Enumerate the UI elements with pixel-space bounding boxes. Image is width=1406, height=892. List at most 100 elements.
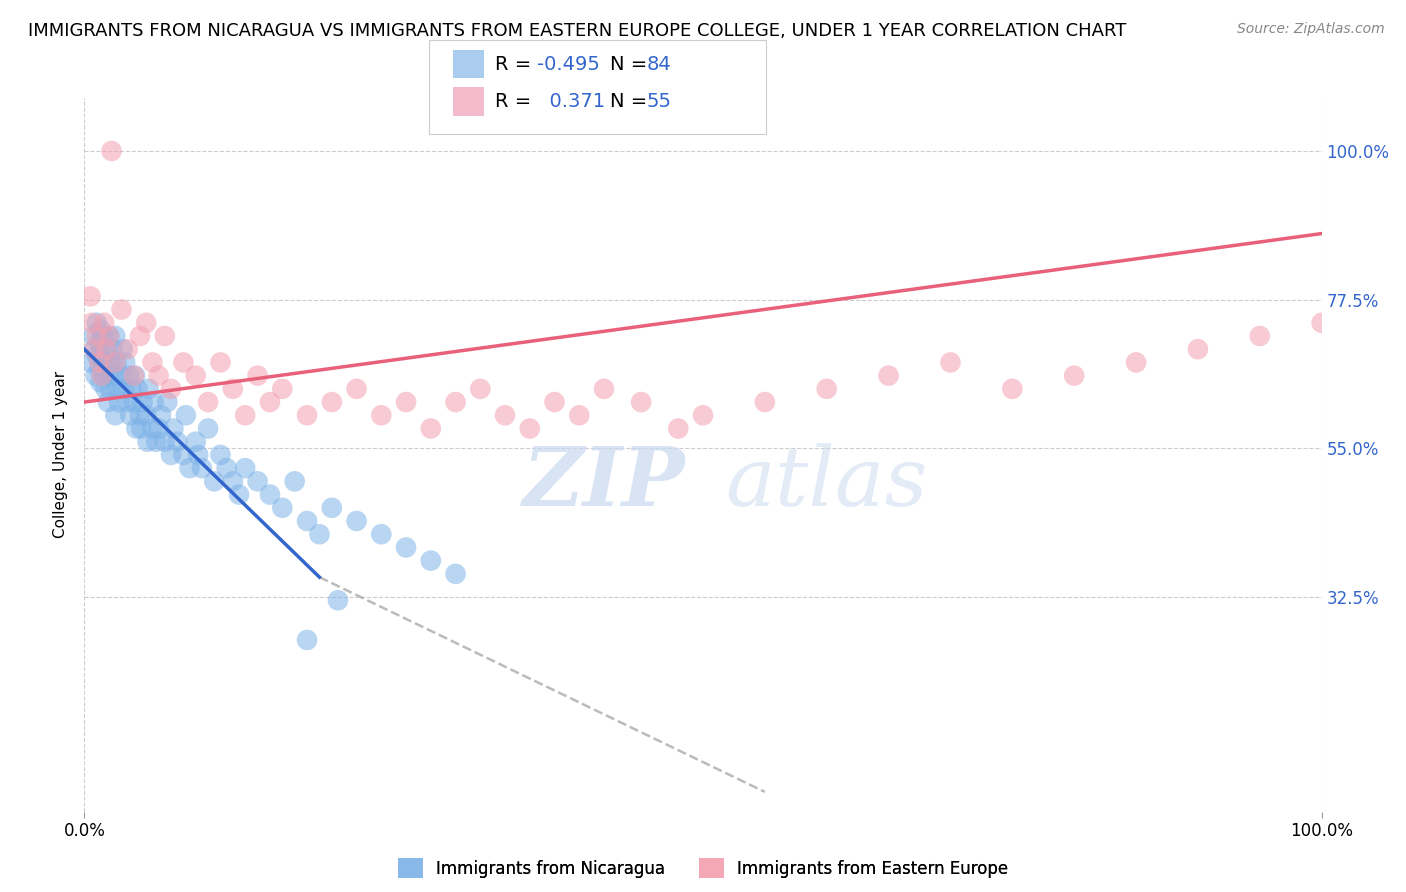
Point xyxy=(222,382,245,396)
Point xyxy=(153,329,176,343)
Point xyxy=(150,409,173,423)
Point xyxy=(692,409,714,423)
Point xyxy=(98,382,121,396)
Point xyxy=(100,355,122,369)
Point xyxy=(117,342,139,356)
Point xyxy=(114,355,136,369)
Point xyxy=(86,329,108,343)
Point xyxy=(90,342,112,356)
Point xyxy=(89,376,111,390)
Point xyxy=(89,335,111,350)
Point xyxy=(543,395,565,409)
Y-axis label: College, Under 1 year: College, Under 1 year xyxy=(53,371,69,539)
Point xyxy=(233,409,256,423)
Point xyxy=(94,382,117,396)
Point xyxy=(120,409,142,423)
Point xyxy=(321,395,343,409)
Point xyxy=(172,355,194,369)
Point xyxy=(107,382,129,396)
Point xyxy=(83,342,105,356)
Point xyxy=(160,382,183,396)
Point xyxy=(568,409,591,423)
Point xyxy=(184,368,207,383)
Point xyxy=(209,448,232,462)
Point xyxy=(117,395,139,409)
Point xyxy=(104,355,127,369)
Point xyxy=(127,382,149,396)
Text: 0.371: 0.371 xyxy=(537,92,605,112)
Point xyxy=(118,368,141,383)
Point xyxy=(153,434,176,449)
Text: 84: 84 xyxy=(647,54,672,74)
Point xyxy=(97,395,120,409)
Point xyxy=(110,302,132,317)
Point xyxy=(86,349,108,363)
Point xyxy=(83,342,105,356)
Point xyxy=(108,395,131,409)
Point xyxy=(395,541,418,555)
Point xyxy=(271,382,294,396)
Point xyxy=(630,395,652,409)
Point xyxy=(89,362,111,376)
Point xyxy=(91,355,114,369)
Text: N =: N = xyxy=(610,54,654,74)
Point xyxy=(90,368,112,383)
Point xyxy=(815,382,838,396)
Point xyxy=(184,434,207,449)
Point xyxy=(98,368,121,383)
Point xyxy=(179,461,201,475)
Point xyxy=(111,342,134,356)
Point xyxy=(129,421,152,435)
Point xyxy=(1125,355,1147,369)
Point xyxy=(284,475,307,489)
Point xyxy=(93,316,115,330)
Point xyxy=(162,421,184,435)
Point xyxy=(80,316,103,330)
Point xyxy=(295,409,318,423)
Point xyxy=(233,461,256,475)
Point xyxy=(419,421,441,435)
Point xyxy=(125,421,148,435)
Legend: Immigrants from Nicaragua, Immigrants from Eastern Europe: Immigrants from Nicaragua, Immigrants fr… xyxy=(398,858,1008,879)
Point xyxy=(145,434,167,449)
Point xyxy=(215,461,238,475)
Point xyxy=(101,342,124,356)
Point xyxy=(395,395,418,409)
Point xyxy=(122,368,145,383)
Text: IMMIGRANTS FROM NICARAGUA VS IMMIGRANTS FROM EASTERN EUROPE COLLEGE, UNDER 1 YEA: IMMIGRANTS FROM NICARAGUA VS IMMIGRANTS … xyxy=(28,22,1126,40)
Point xyxy=(346,514,368,528)
Point xyxy=(370,409,392,423)
Point xyxy=(96,342,118,356)
Point xyxy=(246,368,269,383)
Point xyxy=(593,382,616,396)
Point xyxy=(1310,316,1333,330)
Point xyxy=(100,144,122,158)
Point xyxy=(259,395,281,409)
Point xyxy=(419,554,441,568)
Point xyxy=(136,434,159,449)
Point xyxy=(370,527,392,541)
Point xyxy=(79,289,101,303)
Point xyxy=(197,395,219,409)
Point xyxy=(326,593,349,607)
Point xyxy=(321,500,343,515)
Point xyxy=(93,368,115,383)
Point xyxy=(191,461,214,475)
Point xyxy=(141,421,163,435)
Point xyxy=(228,487,250,501)
Point xyxy=(444,395,467,409)
Point xyxy=(259,487,281,501)
Point xyxy=(138,382,160,396)
Point xyxy=(666,421,689,435)
Point xyxy=(98,329,121,343)
Point xyxy=(156,395,179,409)
Point xyxy=(82,329,104,343)
Point xyxy=(122,395,145,409)
Point xyxy=(209,355,232,369)
Point xyxy=(172,448,194,462)
Point xyxy=(112,382,135,396)
Point xyxy=(96,355,118,369)
Point xyxy=(104,409,127,423)
Text: ZIP: ZIP xyxy=(523,443,685,524)
Point xyxy=(877,368,900,383)
